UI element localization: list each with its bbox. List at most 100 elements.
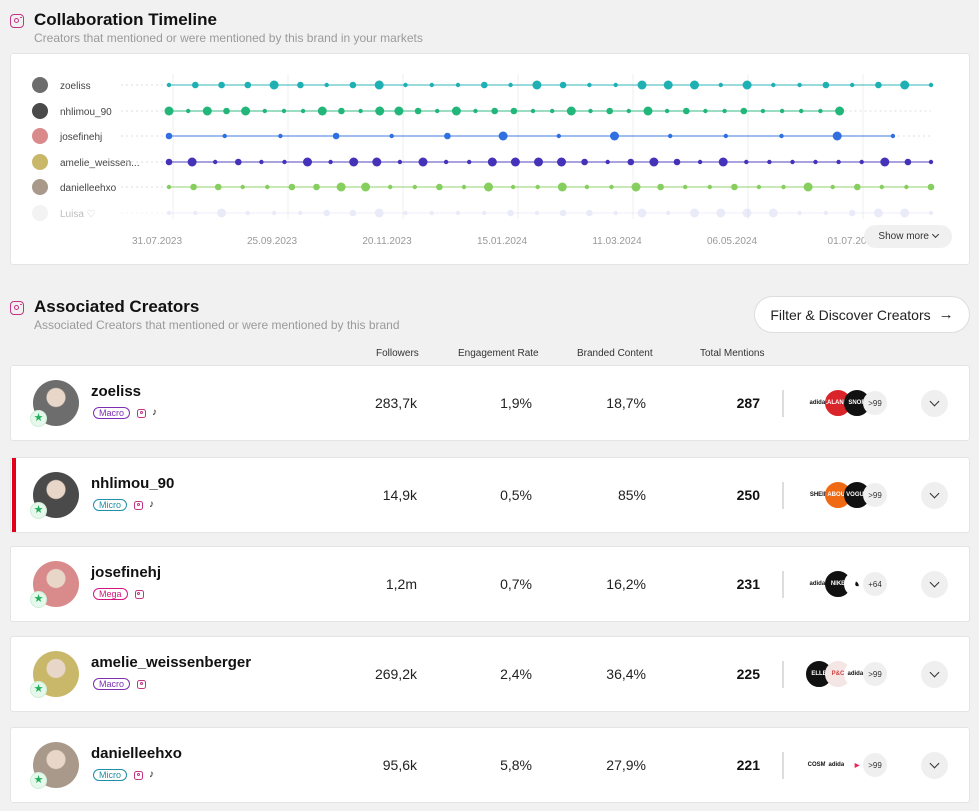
timeline-dot[interactable] [414,107,422,115]
timeline-dot[interactable] [436,183,443,191]
timeline-dot[interactable] [262,108,267,114]
timeline-dot[interactable] [927,183,935,191]
timeline-dot[interactable] [349,81,357,89]
timeline-dot[interactable] [606,107,613,115]
timeline-dot[interactable] [663,80,673,90]
timeline-dot[interactable] [498,131,508,141]
timeline-dot[interactable] [718,157,728,167]
timeline-dot[interactable] [697,159,703,165]
timeline-dot[interactable] [626,108,631,114]
timeline-dot[interactable] [187,157,197,167]
timeline-dot[interactable] [281,108,287,114]
timeline-dot[interactable] [288,183,296,191]
creator-row[interactable]: ★ zoeliss Macro ♪ 283,7k 1,9% 18,7% 287 … [10,365,970,441]
more-brands-badge[interactable]: >99 [863,662,887,686]
timeline-dot[interactable] [835,106,845,116]
timeline-dot[interactable] [190,183,197,191]
timeline-dot[interactable] [559,209,567,217]
timeline-dot[interactable] [904,184,909,190]
timeline-dot[interactable] [928,210,934,216]
timeline-dot[interactable] [610,131,619,141]
timeline-dot[interactable] [213,159,218,165]
timeline-row[interactable]: Luisa ♡ [32,205,934,221]
timeline-dot[interactable] [657,183,664,191]
timeline-dot[interactable] [278,133,283,139]
timeline-row[interactable]: nhlimou_90 [32,103,931,119]
timeline-dot[interactable] [818,108,823,114]
timeline-dot[interactable] [557,157,566,167]
timeline-dot[interactable] [358,108,363,114]
timeline-dot[interactable] [587,82,592,88]
timeline-dot[interactable] [510,157,520,167]
timeline-dot[interactable] [300,108,306,114]
timeline-dot[interactable] [683,184,688,190]
timeline-dot[interactable] [900,80,910,90]
timeline-dot[interactable] [218,81,225,89]
timeline-dot[interactable] [848,209,856,217]
creator-name[interactable]: zoeliss [91,383,142,400]
timeline-dot[interactable] [349,157,359,167]
timeline-dot[interactable] [443,159,449,165]
timeline-dot[interactable] [836,159,841,165]
timeline-dot[interactable] [904,158,912,166]
timeline-dot[interactable] [313,183,320,191]
creator-name[interactable]: danielleehxo [91,745,182,762]
timeline-dot[interactable] [467,159,472,165]
timeline-dot[interactable] [556,133,561,139]
timeline-dot[interactable] [928,159,934,165]
creator-name[interactable]: josefinehj [91,564,162,581]
timeline-dot[interactable] [850,82,855,88]
timeline-dot[interactable] [282,159,287,165]
timeline-dot[interactable] [534,157,543,167]
timeline-dot[interactable] [429,82,434,88]
creator-row[interactable]: ★ danielleehxo Micro ♪ 95,6k 5,8% 27,9% … [10,727,970,803]
timeline-dot[interactable] [822,81,830,89]
timeline-dot[interactable] [397,159,403,165]
timeline-dot[interactable] [803,182,813,192]
creator-name[interactable]: amelie_weissenberger [91,654,252,671]
timeline-dot[interactable] [328,159,333,165]
timeline-dot[interactable] [742,208,752,218]
timeline-dot[interactable] [338,107,345,115]
timeline-dot[interactable] [245,210,250,216]
timeline-dot[interactable] [690,208,699,218]
timeline-dot[interactable] [530,108,536,114]
more-brands-badge[interactable]: +64 [863,572,887,596]
timeline-dot[interactable] [418,157,428,167]
timeline-dot[interactable] [240,184,245,190]
timeline-dot[interactable] [508,82,513,88]
timeline-dot[interactable] [473,108,478,114]
timeline-dot[interactable] [403,210,408,216]
expand-row-button[interactable] [921,752,948,779]
timeline-dot[interactable] [707,184,712,190]
more-brands-badge[interactable]: >99 [863,753,887,777]
timeline-dot[interactable] [723,133,728,139]
timeline-dot[interactable] [664,108,670,114]
timeline-dot[interactable] [779,108,785,114]
timeline-dot[interactable] [756,184,762,190]
timeline-dot[interactable] [435,108,440,114]
timeline-dot[interactable] [718,82,723,88]
timeline-dot[interactable] [265,184,270,190]
timeline-dot[interactable] [317,106,327,116]
expand-row-button[interactable] [921,661,948,688]
timeline-dot[interactable] [588,108,593,114]
timeline-dot[interactable] [790,159,795,165]
timeline-dot[interactable] [451,106,461,116]
timeline-dot[interactable] [491,107,499,115]
timeline-dot[interactable] [487,157,497,167]
timeline-dot[interactable] [510,107,518,115]
timeline-dot[interactable] [613,210,618,216]
timeline-dot[interactable] [832,131,842,141]
timeline-dot[interactable] [666,210,671,216]
timeline-dot[interactable] [332,132,340,140]
timeline-dot[interactable] [349,209,357,217]
timeline-dot[interactable] [830,184,835,190]
timeline-dot[interactable] [324,82,329,88]
timeline-dot[interactable] [193,210,198,216]
timeline-dot[interactable] [532,80,542,90]
timeline-dot[interactable] [259,159,264,165]
timeline-dot[interactable] [244,81,252,89]
timeline-dot[interactable] [797,210,802,216]
timeline-dot[interactable] [890,133,896,139]
